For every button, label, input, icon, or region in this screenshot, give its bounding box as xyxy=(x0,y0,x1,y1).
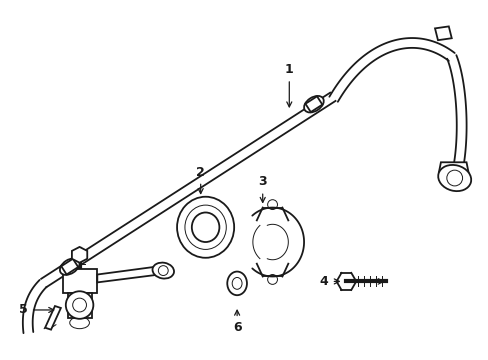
Text: 1: 1 xyxy=(285,63,293,107)
Polygon shape xyxy=(63,269,97,293)
Ellipse shape xyxy=(437,165,470,191)
Text: 3: 3 xyxy=(258,175,266,202)
Ellipse shape xyxy=(177,197,234,258)
Polygon shape xyxy=(72,247,87,263)
Ellipse shape xyxy=(152,262,174,279)
Circle shape xyxy=(66,291,93,319)
Ellipse shape xyxy=(60,258,80,275)
Polygon shape xyxy=(45,306,61,330)
Text: 6: 6 xyxy=(232,310,241,334)
Polygon shape xyxy=(438,162,468,172)
Text: 2: 2 xyxy=(196,166,204,194)
Text: 4: 4 xyxy=(319,275,339,288)
Text: 5: 5 xyxy=(19,303,54,316)
Polygon shape xyxy=(434,26,451,40)
Ellipse shape xyxy=(227,271,246,295)
Polygon shape xyxy=(97,267,159,282)
Ellipse shape xyxy=(304,96,323,112)
Polygon shape xyxy=(68,293,92,318)
Polygon shape xyxy=(61,259,78,275)
Polygon shape xyxy=(305,96,322,112)
